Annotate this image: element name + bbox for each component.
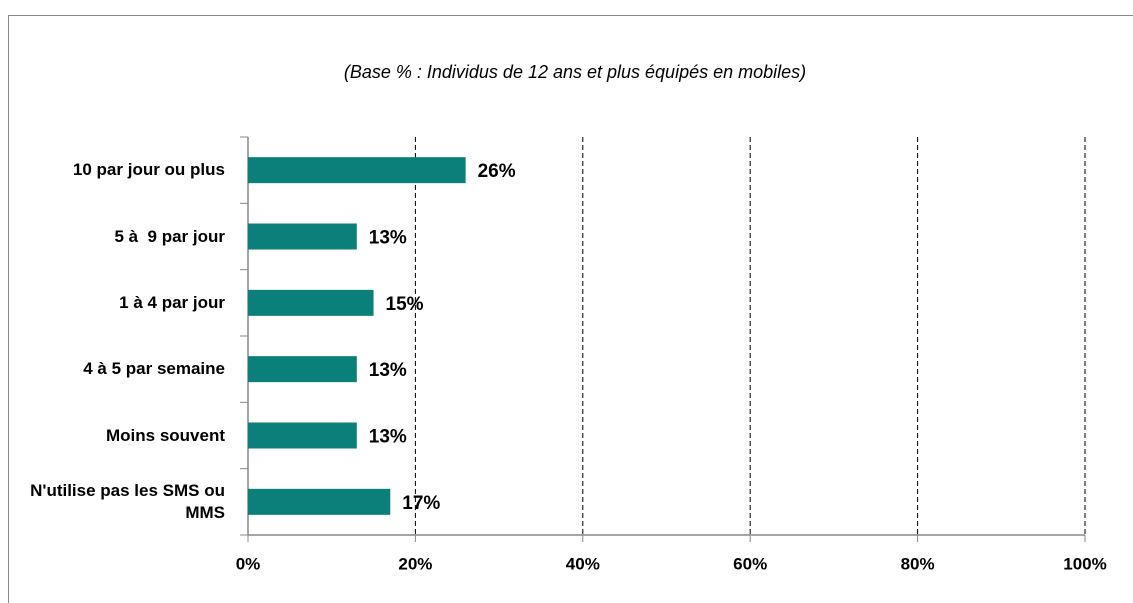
bar xyxy=(248,488,391,515)
x-tick-label: 0% xyxy=(236,554,261,573)
bar xyxy=(248,157,466,184)
value-label: 26% xyxy=(478,161,516,182)
bar xyxy=(248,223,357,250)
bar xyxy=(248,289,374,316)
x-tick-label: 80% xyxy=(901,554,935,573)
category-label: Moins souvent xyxy=(105,425,225,445)
value-label: 13% xyxy=(369,228,407,249)
chart-subtitle: (Base % : Individus de 12 ans et plus éq… xyxy=(344,62,806,82)
value-label: 15% xyxy=(386,294,424,315)
value-label: 13% xyxy=(369,427,407,448)
value-label: 13% xyxy=(369,360,407,381)
x-tick-label: 20% xyxy=(398,554,432,573)
chart-frame xyxy=(8,15,1133,603)
bar xyxy=(248,422,357,449)
x-tick-label: 100% xyxy=(1063,554,1106,573)
category-label: 10 par jour ou plus xyxy=(72,160,225,180)
category-label: N'utilise pas les SMS ou MMS xyxy=(30,480,230,522)
category-label: 1 à 4 par jour xyxy=(119,292,225,312)
value-label: 17% xyxy=(402,493,440,514)
x-tick-label: 40% xyxy=(566,554,600,573)
bar xyxy=(248,356,357,383)
category-label: 5 à 9 par jour xyxy=(114,226,225,246)
category-label: 4 à 5 par semaine xyxy=(83,359,225,379)
x-tick-label: 60% xyxy=(733,554,767,573)
